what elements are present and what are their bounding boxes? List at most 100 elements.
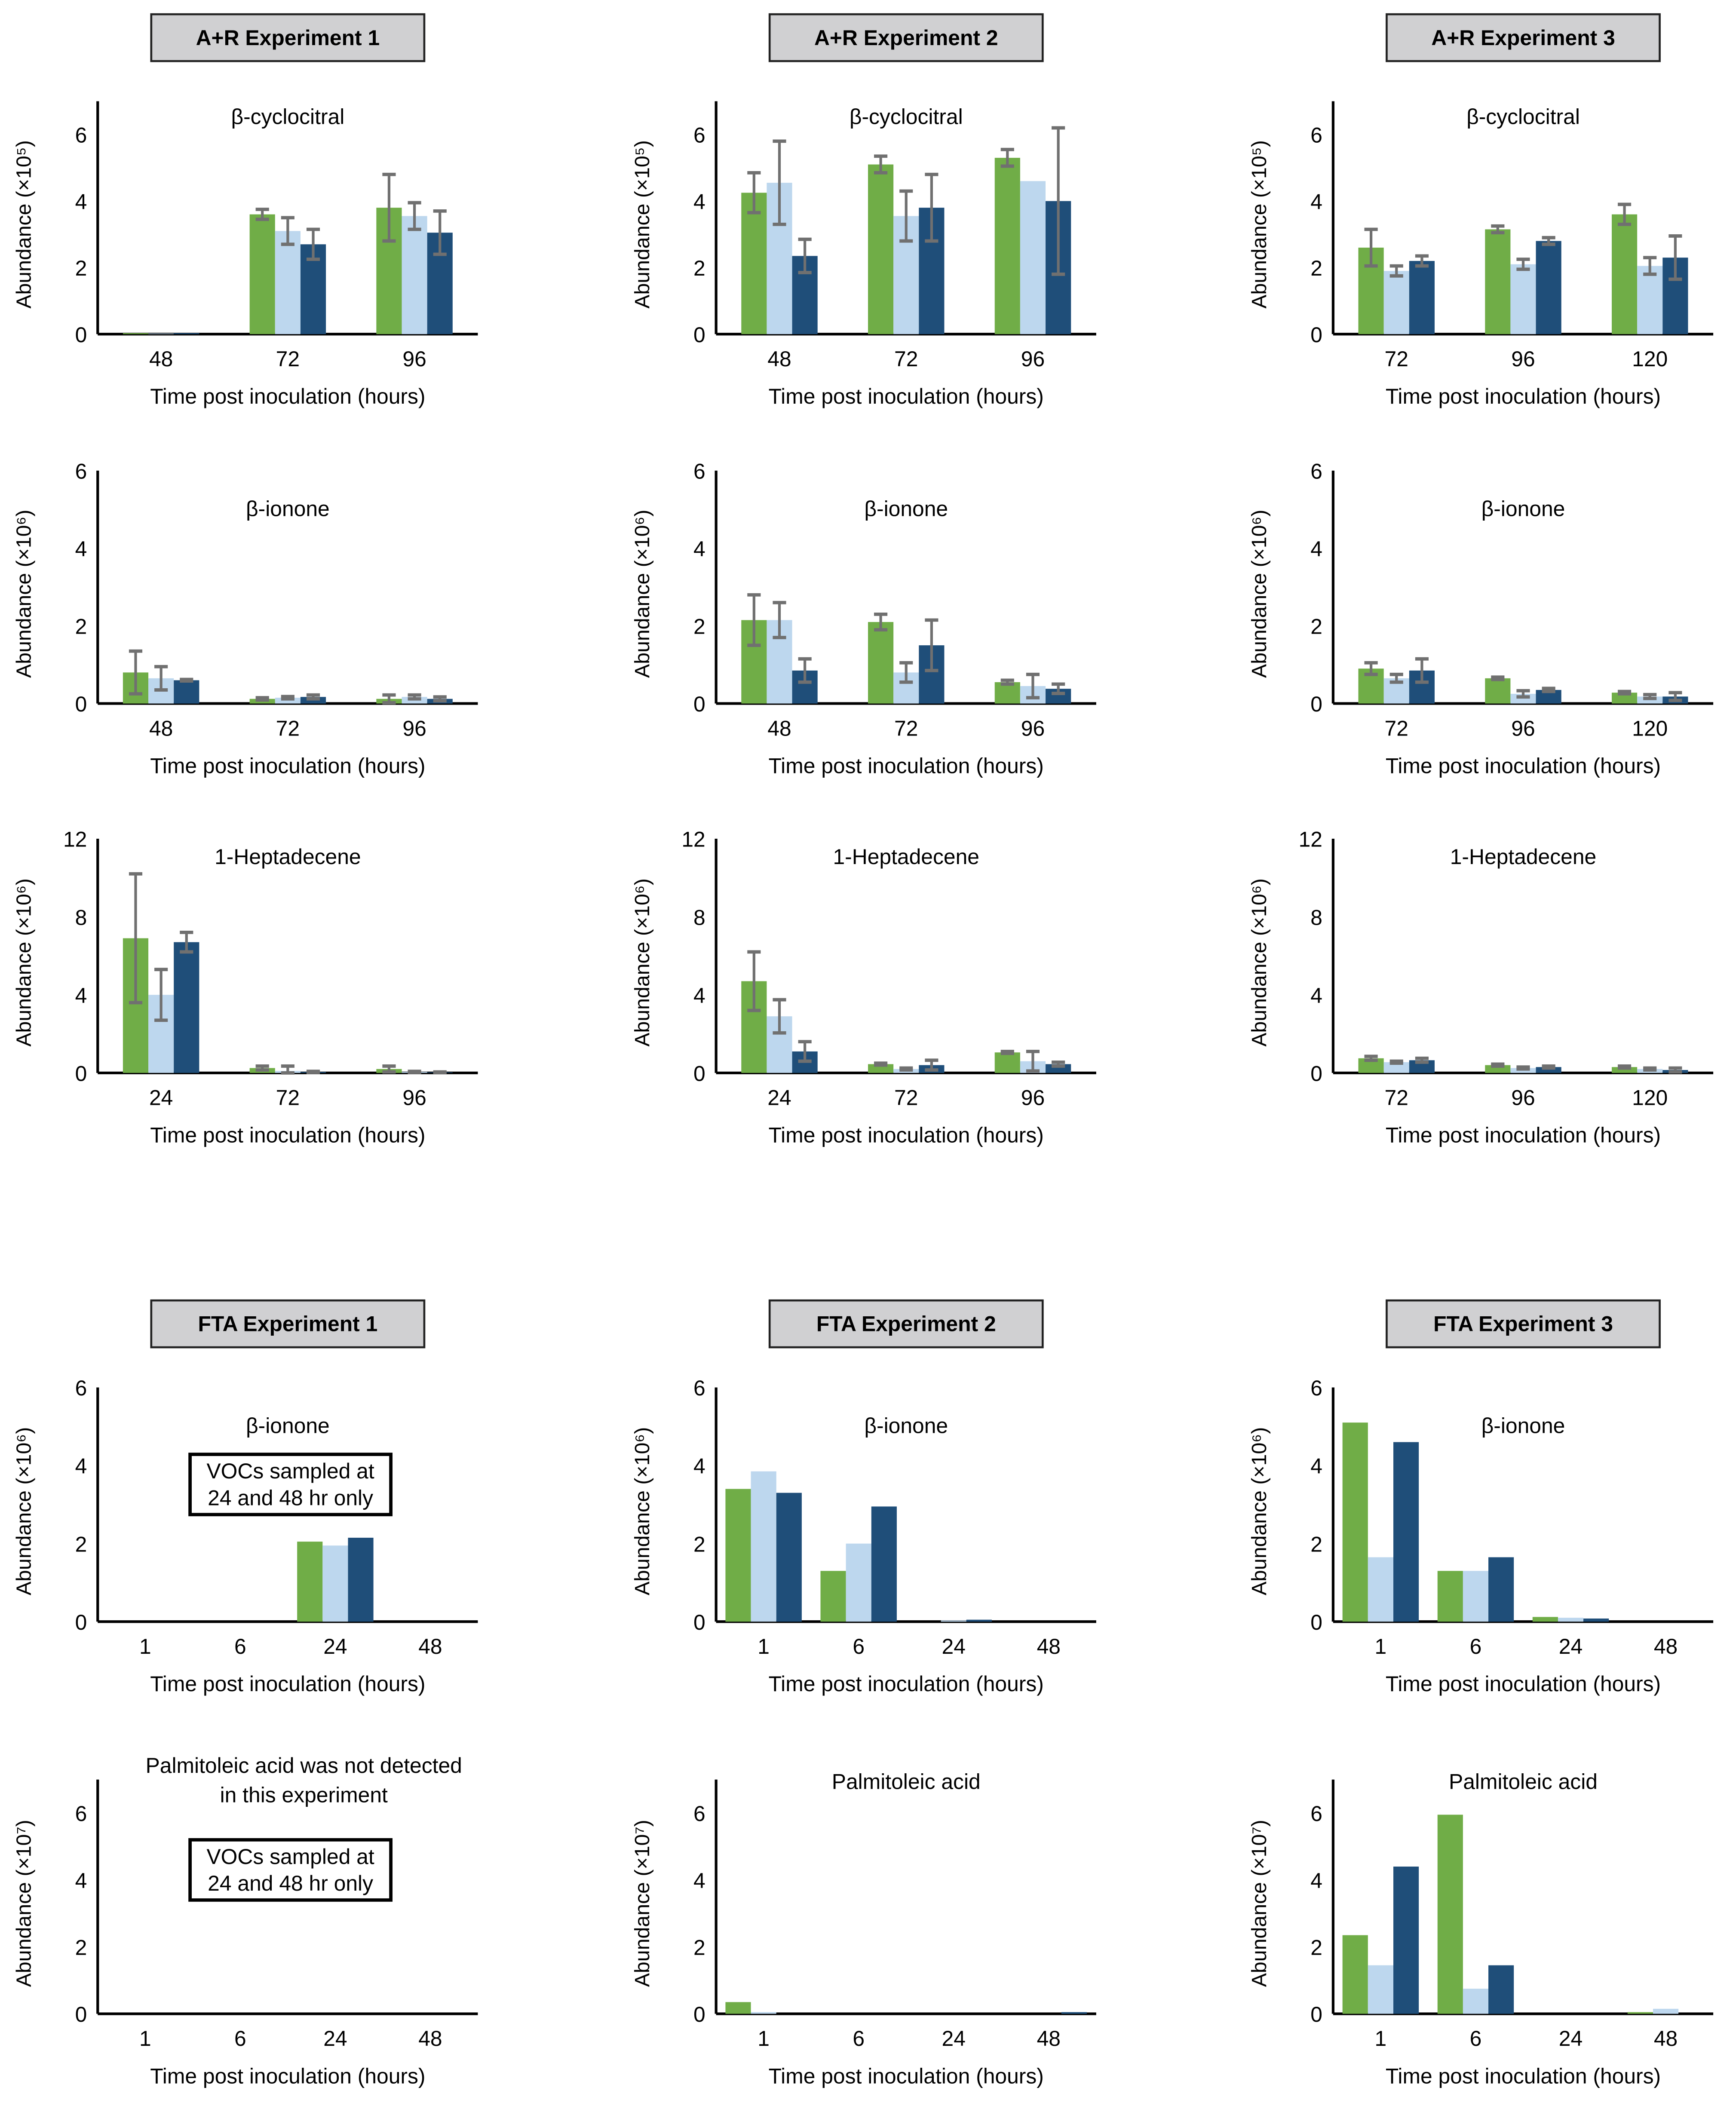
x-tick-label: 48 bbox=[1654, 2026, 1678, 2051]
section-header-label: A+R Experiment 2 bbox=[814, 26, 998, 50]
chart-title: Palmitoleic acid bbox=[1449, 1769, 1598, 1793]
y-tick-label: 0 bbox=[693, 1061, 705, 1085]
x-tick-label: 72 bbox=[894, 716, 918, 740]
y-tick-label: 6 bbox=[693, 123, 705, 147]
x-tick-label: 48 bbox=[149, 716, 173, 740]
y-tick-label: 4 bbox=[75, 984, 87, 1008]
y-tick-label: 0 bbox=[693, 692, 705, 716]
chart-panel: 0 4 8 12 Abundance (×10⁶) 1-Heptadecene 24 72 96… bbox=[631, 828, 1096, 1147]
section-header-box bbox=[150, 1299, 426, 1349]
x-axis-label: Time post inoculation (hours) bbox=[150, 1123, 425, 1147]
x-tick-label: 96 bbox=[1021, 716, 1045, 740]
y-tick-label: 0 bbox=[693, 1610, 705, 1634]
bar bbox=[871, 1506, 897, 1622]
x-tick-label: 72 bbox=[1385, 1086, 1408, 1110]
chart-title: 1-Heptadecene bbox=[215, 845, 361, 869]
bar bbox=[348, 1538, 374, 1622]
y-tick-label: 12 bbox=[63, 828, 87, 852]
bar bbox=[776, 1493, 802, 1622]
bar bbox=[751, 1471, 776, 1622]
y-axis-label: Abundance (×10⁷) bbox=[12, 1820, 36, 1987]
chart-panel: 0 2 4 6 Abundance (×10⁶) β-ionone 48 72 96 Time p… bbox=[12, 459, 478, 778]
bar bbox=[1061, 2012, 1087, 2014]
chart-title: β-cyclocitral bbox=[850, 104, 963, 129]
x-tick-label: 96 bbox=[402, 716, 426, 740]
x-tick-label: 48 bbox=[1037, 2026, 1061, 2051]
chart-title: β-ionone bbox=[1481, 497, 1565, 521]
y-tick-label: 6 bbox=[693, 1376, 705, 1400]
y-axis-label: Abundance (×10⁶) bbox=[631, 878, 654, 1046]
x-tick-label: 72 bbox=[894, 347, 918, 371]
x-axis-label: Time post inoculation (hours) bbox=[1386, 1672, 1661, 1696]
annotation-text: VOCs sampled at bbox=[206, 1845, 374, 1869]
x-axis-label: Time post inoculation (hours) bbox=[769, 1123, 1044, 1147]
section-header-box bbox=[768, 13, 1044, 62]
y-axis-label: Abundance (×10⁷) bbox=[631, 1820, 654, 1987]
bar bbox=[1368, 1557, 1393, 1622]
chart-title: Palmitoleic acid bbox=[832, 1769, 981, 1793]
y-tick-label: 4 bbox=[75, 1454, 87, 1478]
chart-title: β-ionone bbox=[246, 497, 330, 521]
y-tick-label: 0 bbox=[1310, 1610, 1322, 1634]
x-tick-label: 24 bbox=[323, 2026, 347, 2051]
y-tick-label: 6 bbox=[75, 1802, 87, 1826]
x-axis-label: Time post inoculation (hours) bbox=[769, 384, 1044, 408]
x-tick-label: 1 bbox=[139, 1634, 151, 1658]
y-tick-label: 0 bbox=[693, 323, 705, 347]
chart-title: in this experiment bbox=[220, 1783, 388, 1807]
x-tick-label: 6 bbox=[1470, 1634, 1482, 1658]
y-tick-label: 2 bbox=[693, 1936, 705, 1960]
y-tick-label: 8 bbox=[75, 905, 87, 929]
x-axis-label: Time post inoculation (hours) bbox=[150, 384, 425, 408]
x-tick-label: 24 bbox=[323, 1634, 347, 1658]
chart-title: β-ionone bbox=[864, 1413, 948, 1438]
y-axis-label: Abundance (×10⁶) bbox=[12, 1427, 36, 1595]
y-axis-label: Abundance (×10⁶) bbox=[12, 510, 36, 678]
x-tick-label: 24 bbox=[149, 1086, 173, 1110]
bar bbox=[868, 164, 894, 334]
x-tick-label: 6 bbox=[234, 1634, 246, 1658]
y-tick-label: 2 bbox=[75, 1936, 87, 1960]
x-tick-label: 6 bbox=[853, 2026, 865, 2051]
y-tick-label: 6 bbox=[1310, 1802, 1322, 1826]
x-tick-label: 48 bbox=[418, 2026, 442, 2051]
bar bbox=[174, 680, 199, 704]
y-tick-label: 4 bbox=[1310, 537, 1322, 561]
y-axis-label: Abundance (×10⁷) bbox=[1248, 1820, 1271, 1987]
x-tick-label: 1 bbox=[758, 2026, 770, 2051]
y-tick-label: 0 bbox=[75, 692, 87, 716]
chart-title: β-cyclocitral bbox=[231, 104, 344, 129]
y-tick-label: 4 bbox=[1310, 190, 1322, 214]
chart-title: β-ionone bbox=[864, 497, 948, 521]
section-header-label: FTA Experiment 1 bbox=[198, 1312, 377, 1336]
x-tick-label: 48 bbox=[418, 1634, 442, 1658]
x-tick-label: 96 bbox=[402, 347, 426, 371]
y-tick-label: 0 bbox=[1310, 1061, 1322, 1085]
chart-panel: 0 2 4 6 Abundance (×10⁶) β-ionone 48 72 96 Time p… bbox=[631, 459, 1096, 778]
chart-title: β-cyclocitral bbox=[1466, 104, 1580, 129]
x-tick-label: 72 bbox=[894, 1086, 918, 1110]
x-tick-label: 6 bbox=[1470, 2026, 1482, 2051]
annotation-border bbox=[188, 1838, 393, 1902]
y-tick-label: 4 bbox=[1310, 1869, 1322, 1893]
bar bbox=[1488, 1557, 1514, 1622]
bar bbox=[725, 2002, 751, 2014]
y-tick-label: 2 bbox=[693, 256, 705, 280]
x-tick-label: 120 bbox=[1632, 1086, 1668, 1110]
bar bbox=[846, 1543, 871, 1622]
y-tick-label: 2 bbox=[1310, 256, 1322, 280]
x-tick-label: 120 bbox=[1632, 716, 1668, 740]
bar bbox=[1020, 181, 1046, 334]
x-axis-label: Time post inoculation (hours) bbox=[769, 754, 1044, 778]
y-tick-label: 4 bbox=[693, 537, 705, 561]
bar bbox=[1437, 1571, 1463, 1622]
y-tick-label: 4 bbox=[693, 1869, 705, 1893]
section-header: A+R Experiment 3 bbox=[1386, 13, 1661, 62]
bar bbox=[1653, 2008, 1679, 2014]
section-header-label: FTA Experiment 2 bbox=[816, 1312, 996, 1336]
y-tick-label: 6 bbox=[693, 1802, 705, 1826]
section-header-label: A+R Experiment 1 bbox=[196, 26, 380, 50]
y-tick-label: 6 bbox=[1310, 123, 1322, 147]
